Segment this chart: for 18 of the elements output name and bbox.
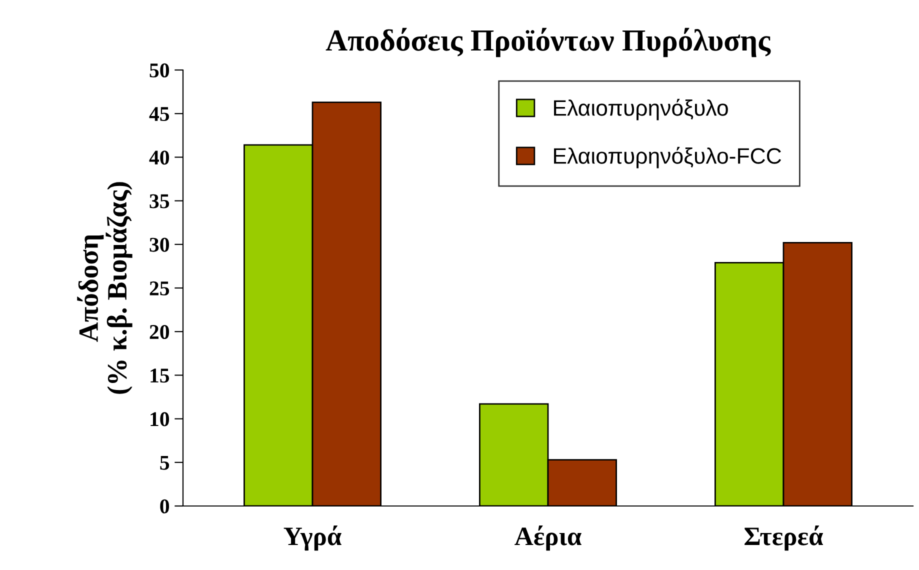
x-tick-label: Αέρια — [514, 525, 582, 551]
y-axis-title: Απόδοση (% κ.β. Βιομάζας) — [77, 182, 132, 394]
y-tick-label: 45 — [149, 107, 170, 122]
y-tick-label: 30 — [150, 238, 170, 252]
y-tick-label: 5 — [160, 456, 170, 470]
y-tick-label: 35 — [150, 194, 170, 208]
y-tick-label: 0 — [160, 499, 170, 514]
y-tick-label: 20 — [150, 324, 170, 340]
legend-label: Ελαιοπυρηνόξυλο-FCC — [554, 146, 782, 168]
x-tick-label: Υγρά — [284, 525, 342, 551]
legend-label: Ελαιοπυρηνόξυλο — [554, 98, 728, 120]
y-tick-label: 25 — [150, 281, 170, 296]
chart-title: Αποδόσεις Προϊόντων Πυρόλυσης — [326, 28, 771, 58]
x-tick-label: Στερεά — [744, 525, 823, 551]
y-tick-label: 50 — [150, 63, 170, 78]
y-tick-label: 15 — [150, 368, 170, 383]
y-tick-label: 10 — [150, 412, 170, 426]
y-tick-label: 40 — [149, 150, 170, 165]
